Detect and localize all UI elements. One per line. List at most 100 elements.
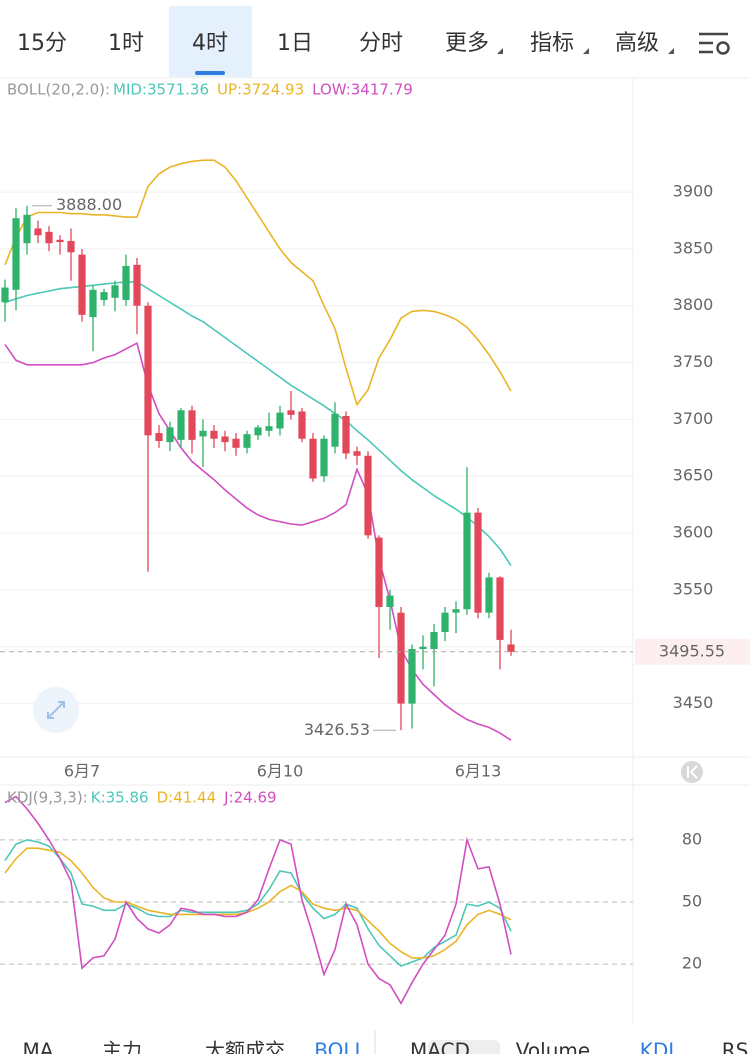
candle-body <box>166 427 174 443</box>
y-tick-label: 3450 <box>673 693 714 712</box>
candle-body <box>199 430 207 437</box>
indicator-tabs: MA 主力 大额成交 BOLL MACD Volume KDJ RSI <box>23 1039 750 1054</box>
legend-entry: MID:3571.36 <box>113 81 209 99</box>
y-tick-label: 3550 <box>673 579 714 598</box>
candle-body <box>342 415 350 454</box>
expand-button[interactable] <box>33 687 79 733</box>
y-tick-label: 3700 <box>673 409 714 428</box>
y-tick-label: 3650 <box>673 466 714 485</box>
candle-body <box>45 231 53 244</box>
indicator-line <box>4 342 512 741</box>
candle-body <box>309 438 317 479</box>
candle-body <box>243 434 251 448</box>
candle-body <box>287 410 295 415</box>
candle-body <box>474 512 482 613</box>
indicator-label: KDJ(9,3,3): <box>7 789 88 807</box>
x-tick-label: 6月13 <box>455 762 502 781</box>
candle-body <box>375 537 383 607</box>
candle-body <box>89 289 97 318</box>
legend-entry: D:41.44 <box>157 789 217 807</box>
indicator-label: BOLL(20,2.0): <box>7 81 110 99</box>
legend-entry: J:24.69 <box>223 789 276 807</box>
candle-body <box>254 427 262 436</box>
candle-body <box>430 631 438 650</box>
candle-body <box>133 264 141 306</box>
candle-body <box>111 285 119 298</box>
legend-entry: K:35.86 <box>91 789 149 807</box>
tab[interactable]: 15分 <box>17 31 67 56</box>
indicator-line <box>4 795 512 1006</box>
tab[interactable]: 高级 <box>615 31 659 56</box>
candle-body <box>100 292 108 301</box>
y-tick-label: 20 <box>682 954 702 973</box>
candle-body <box>441 612 449 632</box>
candle-body <box>265 426 273 431</box>
tab[interactable]: 1时 <box>108 31 144 56</box>
reset-button[interactable] <box>681 761 703 783</box>
dropdown-arrow <box>497 48 503 54</box>
indicator-tab[interactable]: 大额成交 <box>205 1039 285 1054</box>
candle-body <box>507 644 515 652</box>
legend-entry: UP:3724.93 <box>217 81 304 99</box>
tab-pill <box>428 1040 500 1054</box>
kdj-chart: 20 50 80 KDJ(9,3,3): K:35.86 D:41.44 J:24.69 <box>0 789 702 1006</box>
candle-body <box>144 305 152 436</box>
tab[interactable]: 分时 <box>359 31 403 56</box>
indicator-tab[interactable]: RSI <box>722 1039 750 1054</box>
candle-body <box>221 436 229 443</box>
active-tab-bg <box>169 6 252 77</box>
y-tick-label: 3750 <box>673 352 714 371</box>
candle-body <box>485 577 493 613</box>
candle-body <box>232 438 240 448</box>
candle-body <box>408 649 416 704</box>
candle-body <box>496 577 504 640</box>
active-tab-indicator <box>195 71 225 75</box>
candle-body <box>320 438 328 477</box>
dropdown-arrow <box>583 48 589 54</box>
x-tick-label: 6月10 <box>257 762 304 781</box>
candle-body <box>122 265 130 301</box>
candle-body <box>34 228 42 236</box>
price-chart: 3450350035503600365037003750380038503900… <box>0 81 750 781</box>
candle-body <box>386 595 394 607</box>
indicator-tab[interactable]: Volume <box>516 1039 590 1054</box>
candle-body <box>463 512 471 610</box>
last-price-label: 3495.55 <box>659 641 725 660</box>
candle-body <box>56 239 64 243</box>
indicator-line <box>4 281 512 567</box>
legend-entry: LOW:3417.79 <box>312 81 413 99</box>
tab[interactable]: 4时 <box>192 31 228 56</box>
indicator-tab[interactable]: MACD <box>410 1039 470 1054</box>
y-tick-label: 50 <box>682 892 702 911</box>
indicator-tab[interactable]: MA <box>23 1039 54 1054</box>
y-tick-label: 80 <box>682 829 702 848</box>
high-label: 3888.00 <box>56 195 122 214</box>
low-label: 3426.53 <box>304 720 370 739</box>
candle-body <box>78 254 86 315</box>
indicator-tab[interactable]: KDJ <box>640 1039 674 1054</box>
y-tick-label: 3850 <box>673 238 714 257</box>
candle-body <box>364 455 372 536</box>
indicator-line <box>4 839 512 968</box>
settings-icon[interactable] <box>699 32 730 55</box>
indicator-tab[interactable]: BOLL <box>314 1039 366 1054</box>
dropdown-arrow <box>668 48 674 54</box>
indicator-tab[interactable]: 主力 <box>102 1039 142 1054</box>
candle-body <box>23 214 31 244</box>
candle-body <box>397 612 405 704</box>
tab[interactable]: 更多 <box>445 31 489 56</box>
candle-body <box>155 433 163 442</box>
candle-body <box>67 240 75 253</box>
x-tick-label: 6月7 <box>64 762 100 781</box>
tab[interactable]: 1日 <box>277 31 313 56</box>
candle-body <box>331 413 339 447</box>
y-tick-label: 3900 <box>673 182 714 201</box>
candle-body <box>177 410 185 440</box>
indicator-line <box>4 159 512 407</box>
tab[interactable]: 指标 <box>530 31 574 56</box>
candle-body <box>353 451 361 456</box>
candle-body <box>1 287 9 303</box>
candle-body <box>188 410 196 440</box>
